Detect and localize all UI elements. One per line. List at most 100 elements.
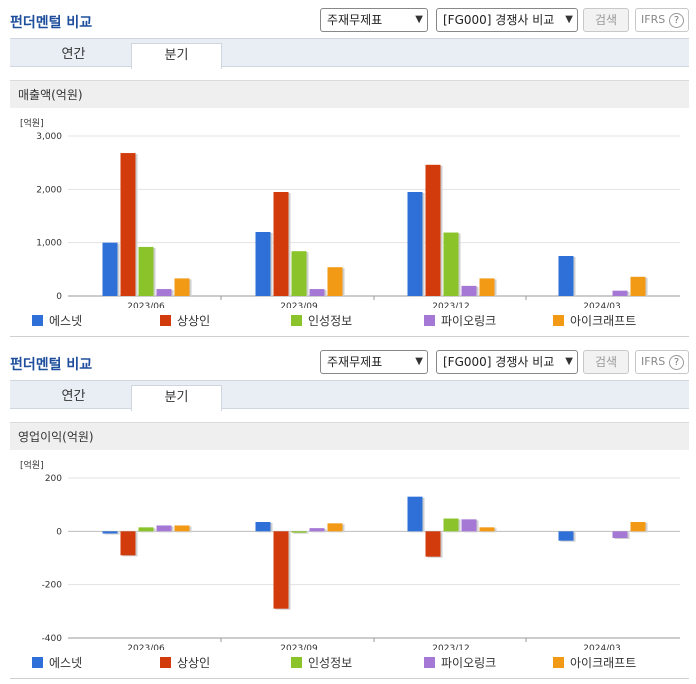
bar-2023-09-1[interactable]: [273, 192, 289, 296]
bar-2023-09-2[interactable]: [291, 531, 307, 533]
tab-annual[interactable]: 연간: [61, 389, 86, 404]
statement-type-value: 주재무제표: [327, 355, 383, 369]
search-button[interactable]: 검색: [583, 350, 629, 374]
legend-label: 아이크래프트: [570, 656, 637, 670]
peer-group-value: [FG000] 경쟁사 비교: [443, 13, 555, 27]
legend-item[interactable]: 아이크래프트: [553, 654, 636, 671]
bar-2023-06-2[interactable]: [138, 246, 154, 296]
legend-swatch: [291, 315, 302, 326]
search-button[interactable]: 검색: [583, 8, 629, 32]
bar-2023-09-0[interactable]: [255, 232, 271, 296]
bar-2024-03-3[interactable]: [612, 531, 628, 538]
bar-2023-09-3[interactable]: [309, 528, 325, 532]
y-tick-label: 0: [56, 527, 62, 537]
ifrs-button[interactable]: IFRS?: [635, 8, 689, 32]
bar-2023-12-2[interactable]: [443, 518, 459, 532]
bar-2023-12-3[interactable]: [461, 519, 477, 532]
bar-2023-12-0[interactable]: [407, 192, 423, 296]
bar-2023-06-3[interactable]: [156, 289, 172, 296]
bar-2023-12-2[interactable]: [443, 232, 459, 296]
statement-type-select[interactable]: 주재무제표 ▼: [320, 350, 428, 374]
legend-item[interactable]: 아이크래프트: [553, 312, 636, 329]
tab-quarterly[interactable]: 분기: [131, 385, 222, 411]
legend-item[interactable]: 파이오링크: [424, 312, 496, 329]
bar-2023-09-0[interactable]: [255, 522, 271, 532]
x-tick-label: 2023/12: [432, 302, 469, 308]
tab-quarterly[interactable]: 분기: [131, 43, 222, 69]
bar-2023-06-1[interactable]: [120, 531, 136, 556]
bar-2023-09-1[interactable]: [273, 531, 289, 609]
legend-label: 아이크래프트: [570, 314, 637, 328]
bar-2024-03-4[interactable]: [630, 276, 646, 296]
ifrs-button[interactable]: IFRS?: [635, 350, 689, 374]
bar-2023-09-4[interactable]: [327, 523, 343, 532]
x-tick-label: 2024/03: [583, 644, 620, 650]
bar-2024-03-3[interactable]: [612, 290, 628, 296]
tab-annual[interactable]: 연간: [61, 47, 86, 62]
bar-2023-12-0[interactable]: [407, 496, 423, 532]
legend-label: 인성정보: [308, 314, 353, 328]
chart-title: 매출액(억원): [10, 80, 689, 108]
y-tick-label: -400: [42, 634, 63, 644]
bar-2023-06-0[interactable]: [102, 242, 118, 296]
chevron-down-icon: ▼: [415, 14, 423, 25]
x-tick-label: 2023/09: [280, 644, 318, 650]
bar-shadow: [293, 532, 309, 534]
legend-item[interactable]: 상상인: [160, 654, 210, 671]
bar-2023-06-4[interactable]: [174, 525, 190, 532]
bar-2023-06-4[interactable]: [174, 278, 190, 296]
legend-item[interactable]: 상상인: [160, 312, 210, 329]
bar-2023-09-2[interactable]: [291, 251, 307, 296]
chart-title: 영업이익(억원): [10, 422, 689, 450]
legend-item[interactable]: 에스넷: [32, 312, 82, 329]
legend-label: 상상인: [177, 314, 211, 328]
legend-label: 파이오링크: [441, 314, 497, 328]
legend-swatch: [160, 315, 171, 326]
peer-group-select[interactable]: [FG000] 경쟁사 비교 ▼: [436, 8, 578, 32]
statement-type-select[interactable]: 주재무제표 ▼: [320, 8, 428, 32]
panel-title: 펀더멘털 비교: [10, 15, 93, 31]
fundamental-panel-sales: 펀더멘털 비교 주재무제표 ▼ [FG000] 경쟁사 비교 ▼ 검색 IFRS? …: [0, 8, 696, 337]
bar-2023-06-0[interactable]: [102, 531, 118, 534]
bar-2024-03-0[interactable]: [558, 531, 574, 541]
peer-group-select[interactable]: [FG000] 경쟁사 비교 ▼: [436, 350, 578, 374]
ifrs-label: IFRS: [641, 355, 666, 368]
legend-item[interactable]: 인성정보: [291, 312, 352, 329]
statement-type-value: 주재무제표: [327, 13, 383, 27]
bar-2023-06-2[interactable]: [138, 527, 154, 532]
bar-2024-03-0[interactable]: [558, 256, 574, 296]
bar-2023-09-4[interactable]: [327, 267, 343, 296]
divider: [10, 678, 689, 679]
y-unit-label: [억원]: [20, 117, 44, 129]
legend-item[interactable]: 인성정보: [291, 654, 352, 671]
fundamental-panel-operating-profit: 펀더멘털 비교 주재무제표 ▼ [FG000] 경쟁사 비교 ▼ 검색 IFRS? …: [0, 342, 696, 684]
chevron-down-icon: ▼: [415, 356, 423, 367]
y-unit-label: [억원]: [20, 459, 44, 471]
legend-item[interactable]: 파이오링크: [424, 654, 496, 671]
chart-legend: 에스넷 상상인 인성정보 파이오링크 아이크래프트: [0, 312, 696, 328]
bar-2023-06-3[interactable]: [156, 525, 172, 532]
bar-2024-03-4[interactable]: [630, 522, 646, 532]
help-icon: ?: [669, 355, 684, 370]
bar-2023-12-1[interactable]: [425, 164, 441, 296]
x-tick-label: 2023/12: [432, 644, 469, 650]
bar-2023-12-4[interactable]: [479, 527, 495, 532]
legend-item[interactable]: 에스넷: [32, 654, 82, 671]
bar-2023-06-1[interactable]: [120, 153, 136, 296]
bar-2023-12-3[interactable]: [461, 285, 477, 296]
legend-swatch: [32, 657, 43, 668]
divider: [10, 336, 689, 337]
y-tick-label: 3,000: [36, 132, 62, 142]
legend-swatch: [553, 315, 564, 326]
legend-swatch: [424, 315, 435, 326]
sales-bar-chart: [억원] 0 1,000 2,000 3,000 2023/06 2023/09 2023/1…: [20, 117, 680, 308]
chevron-down-icon: ▼: [565, 14, 573, 25]
bar-2023-12-1[interactable]: [425, 531, 441, 557]
bar-2023-09-3[interactable]: [309, 289, 325, 296]
x-tick-label: 2023/09: [280, 302, 318, 308]
legend-swatch: [160, 657, 171, 668]
y-tick-label: 200: [45, 474, 62, 484]
legend-swatch: [424, 657, 435, 668]
x-tick-label: 2024/03: [583, 302, 620, 308]
bar-2023-12-4[interactable]: [479, 278, 495, 296]
